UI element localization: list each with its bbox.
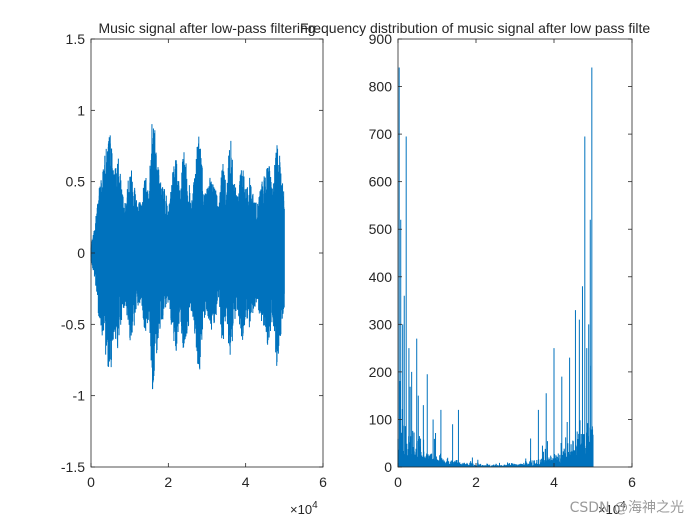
subplot-right: 0 2 4 6 0 100 200 300 400 500 600 700 800 900 Freque… <box>300 20 650 517</box>
axes-box <box>397 38 633 468</box>
y-tick-label: 500 <box>369 221 393 237</box>
y-tick-label: -1.5 <box>61 459 85 475</box>
y-tick-label: 0 <box>77 245 85 261</box>
chart-title: Music signal after low-pass filtering <box>98 20 315 36</box>
plot-area <box>398 39 632 467</box>
x-multiplier: ×104 <box>290 500 318 517</box>
y-tick-label: 1 <box>77 102 85 118</box>
x-tick-label: 6 <box>628 474 636 490</box>
y-tick-label: 700 <box>369 126 393 142</box>
subplot-left: 0 2 4 6 -1.5 -1 -0.5 0 0.5 1 1.5 Music signal aft… <box>61 20 327 517</box>
x-tick-label: 4 <box>242 474 250 490</box>
y-tick-label: -0.5 <box>61 316 85 332</box>
y-tick-label: -1 <box>73 388 86 404</box>
y-tick-label: 600 <box>369 174 393 190</box>
y-tick-label: 800 <box>369 79 393 95</box>
watermark: CSDN @海神之光 <box>569 500 684 516</box>
x-tick-label: 4 <box>550 474 558 490</box>
y-tick-label: 300 <box>369 316 393 332</box>
y-axis: -1.5 -1 -0.5 0 0.5 1 1.5 <box>61 31 323 475</box>
chart-title: Frequency distribution of music signal a… <box>300 20 650 36</box>
y-axis: 0 100 200 300 400 500 600 700 800 900 <box>369 31 632 475</box>
y-tick-label: 0 <box>384 459 392 475</box>
x-tick-label: 0 <box>394 474 402 490</box>
x-axis: 0 2 4 6 <box>394 39 636 490</box>
y-tick-label: 100 <box>369 411 393 427</box>
y-tick-label: 1.5 <box>66 31 86 47</box>
y-tick-label: 400 <box>369 269 393 285</box>
x-tick-label: 6 <box>319 474 327 490</box>
y-tick-label: 200 <box>369 364 393 380</box>
x-tick-label: 0 <box>87 474 95 490</box>
x-tick-label: 2 <box>472 474 480 490</box>
y-tick-label: 0.5 <box>66 174 86 190</box>
x-multiplier: ×104 <box>598 500 626 517</box>
y-tick-label: 900 <box>369 31 393 47</box>
x-tick-label: 2 <box>164 474 172 490</box>
x-axis: 0 2 4 6 <box>87 39 327 490</box>
